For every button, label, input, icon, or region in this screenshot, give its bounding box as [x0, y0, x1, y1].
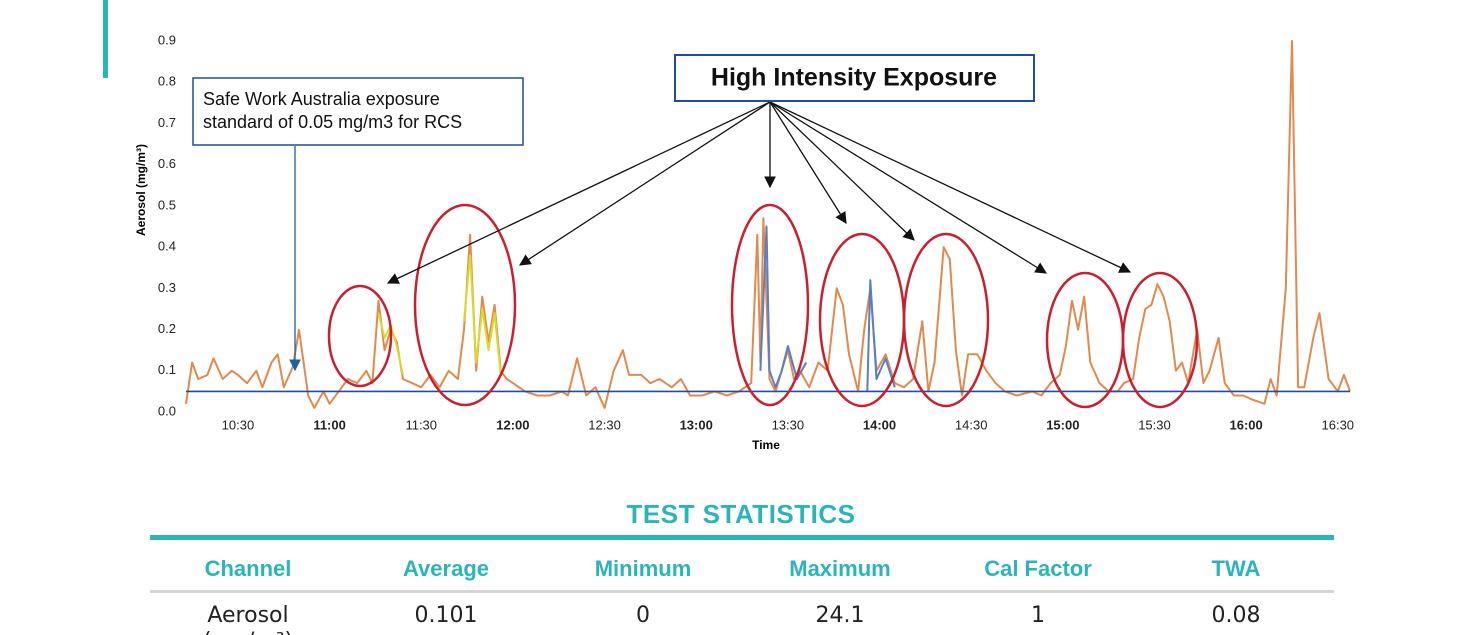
table-header: Maximum: [789, 556, 890, 581]
x-tick-label: 10:30: [222, 417, 255, 432]
x-tick-label: 12:00: [496, 417, 529, 432]
table-header: Average: [403, 556, 489, 581]
annotation: Safe Work Australia exposure: [203, 89, 440, 109]
x-tick-label: 14:00: [863, 417, 896, 432]
y-tick-label: 0.1: [158, 362, 176, 377]
table-cell: Aerosol: [207, 603, 288, 628]
y-tick-label: 0.8: [158, 74, 176, 89]
table-header: Cal Factor: [984, 556, 1092, 581]
annotation: High Intensity Exposure: [711, 64, 997, 92]
x-tick-label: 15:30: [1138, 417, 1171, 432]
y-tick-label: 0.5: [158, 197, 176, 212]
table-cell: 0.101: [415, 603, 478, 628]
x-tick-label: 16:00: [1230, 417, 1263, 432]
x-tick-label: 11:00: [313, 417, 346, 432]
annotation-box: [674, 54, 1035, 102]
annotation: standard of 0.05 mg/m3 for RCS: [203, 112, 462, 132]
data-line: [377, 254, 502, 376]
data-line: [759, 225, 896, 392]
x-tick-label: 11:30: [405, 417, 437, 432]
y-axis-label: Aerosol (mg/m³): [134, 144, 148, 236]
table-title: TEST STATISTICS: [627, 499, 856, 529]
y-tick-label: 0.9: [158, 32, 176, 47]
table-cell: 0.08: [1212, 603, 1261, 628]
table-header: TWA: [1212, 556, 1261, 581]
x-tick-label: 14:30: [955, 417, 988, 432]
x-tick-label: 16:30: [1322, 417, 1355, 432]
y-tick-label: 0.0: [158, 403, 176, 418]
y-tick-label: 0.3: [158, 280, 176, 295]
x-tick-label: 12:30: [588, 417, 621, 432]
y-tick-label: 0.4: [158, 239, 176, 254]
annotation-box: [192, 77, 524, 146]
x-tick-label: 13:30: [772, 417, 805, 432]
table-cell: 24.1: [816, 603, 865, 628]
y-tick-label: 0.2: [158, 321, 176, 336]
y-tick-label: 0.6: [158, 156, 176, 171]
table-rule: [150, 590, 1334, 593]
table-cell: (mg/m³): [203, 629, 293, 635]
table-cell: 0: [636, 603, 650, 628]
table-cell: 1: [1031, 603, 1045, 628]
y-tick-label: 0.7: [158, 115, 176, 130]
accent-bar: [103, 0, 108, 78]
highlight-ellipses: [327, 203, 1199, 409]
x-tick-label: 15:00: [1046, 417, 1079, 432]
table-header: Channel: [205, 556, 292, 581]
arrows: [386, 101, 1132, 284]
x-tick-label: 13:00: [680, 417, 713, 432]
table-header: Minimum: [595, 556, 692, 581]
x-axis-label: Time: [752, 438, 780, 452]
table-rule: [150, 535, 1334, 540]
